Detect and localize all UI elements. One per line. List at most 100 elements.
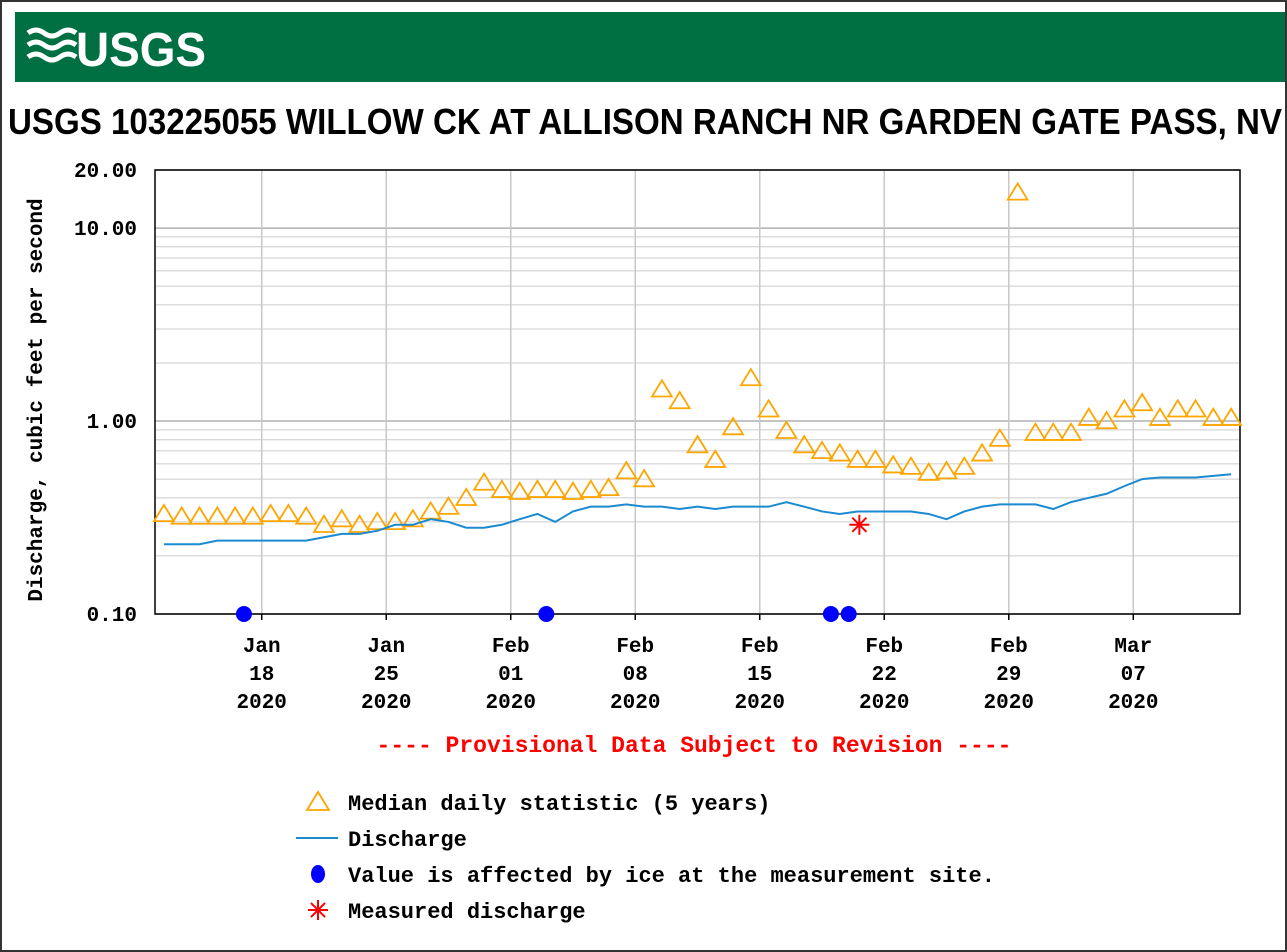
y-tick-label: 20.00 <box>74 161 137 184</box>
plot-border <box>154 169 1241 615</box>
x-tick-label: 29 <box>996 664 1021 687</box>
median-marker <box>668 390 692 410</box>
median-marker <box>508 481 532 500</box>
median-marker <box>1130 392 1154 412</box>
star-marker <box>308 900 328 920</box>
median-marker <box>988 427 1012 447</box>
x-tick-label: 25 <box>374 664 399 687</box>
y-axis-label: Discharge, cubic feet per second <box>26 198 49 601</box>
median-marker <box>454 487 478 506</box>
x-tick-label: Jan <box>243 636 281 659</box>
median-marker <box>828 442 852 462</box>
x-tick-label: 2020 <box>735 692 785 715</box>
median-marker <box>757 398 781 418</box>
median-marker <box>490 479 514 498</box>
x-tick-label: Mar <box>1114 636 1152 659</box>
x-tick-label: Jan <box>367 636 405 659</box>
median-marker <box>525 479 549 498</box>
median-marker <box>1077 407 1101 426</box>
median-marker <box>614 460 638 480</box>
median-marker <box>1148 407 1172 426</box>
median-marker <box>721 416 745 436</box>
ice-marker <box>538 606 555 622</box>
x-tick-label: 2020 <box>984 692 1034 715</box>
median-marker <box>935 460 959 480</box>
median-marker <box>294 505 318 525</box>
x-tick-label: Feb <box>865 636 903 659</box>
median-marker <box>1041 421 1065 441</box>
x-tick-label: Feb <box>990 636 1028 659</box>
legend-symbol <box>311 865 325 883</box>
star-stroke <box>851 516 868 533</box>
ice-marker <box>822 606 839 622</box>
median-marker <box>1219 407 1243 426</box>
x-tick-label: 2020 <box>1108 692 1158 715</box>
y-tick-label: 1.00 <box>87 412 137 435</box>
median-marker <box>383 511 407 531</box>
median-marker <box>436 495 460 515</box>
median-marker <box>846 449 870 468</box>
median-marker <box>774 420 798 439</box>
median-marker <box>472 471 496 491</box>
median-marker <box>312 514 336 533</box>
x-tick-label: 18 <box>249 664 274 687</box>
median-marker <box>1201 407 1225 426</box>
x-tick-label: 22 <box>872 664 897 687</box>
median-marker <box>952 455 976 475</box>
discharge-line <box>163 473 1232 546</box>
x-tick-label: Feb <box>492 636 530 659</box>
median-marker <box>187 505 211 525</box>
median-marker <box>685 434 710 454</box>
x-tick-label: 15 <box>747 664 772 687</box>
ice-marker <box>840 606 857 622</box>
median-marker <box>365 511 389 531</box>
ice-marker <box>235 606 252 622</box>
median-marker <box>703 449 727 468</box>
legend-label: Measured discharge <box>348 900 586 925</box>
median-marker <box>970 442 994 462</box>
chart-title: USGS 103225055 WILLOW CK AT ALLISON RANC… <box>8 101 1282 142</box>
header-bar <box>15 12 1285 82</box>
median-marker <box>1184 398 1208 418</box>
x-tick-label: 2020 <box>361 692 411 715</box>
median-marker <box>1166 398 1190 418</box>
median-marker <box>1023 421 1047 441</box>
y-tick-label: 0.10 <box>87 605 137 628</box>
logo-text: USGS <box>76 24 206 77</box>
x-tick-label: Feb <box>741 636 779 659</box>
x-tick-label: 2020 <box>486 692 536 715</box>
legend-label: Median daily statistic (5 years) <box>348 792 770 817</box>
median-marker <box>170 505 194 525</box>
logo-waves <box>26 27 78 63</box>
x-tick-label: 08 <box>623 664 648 687</box>
median-marker <box>348 514 372 533</box>
x-tick-label: 2020 <box>610 692 660 715</box>
x-tick-label: 01 <box>498 664 523 687</box>
legend-label: Value is affected by ice at the measurem… <box>348 864 995 889</box>
median-marker <box>330 508 354 528</box>
legend-symbol <box>305 790 331 811</box>
median-marker <box>259 503 283 523</box>
median-marker <box>401 508 425 528</box>
median-marker <box>223 505 247 525</box>
median-marker <box>152 503 176 523</box>
median-marker <box>579 479 603 498</box>
median-marker <box>1095 410 1119 430</box>
legend-label: Discharge <box>348 828 467 853</box>
median-marker <box>561 481 585 500</box>
median-marker <box>597 477 621 497</box>
median-marker <box>810 440 834 460</box>
x-tick-label: 2020 <box>237 692 287 715</box>
median-marker <box>881 454 905 474</box>
median-marker <box>1059 421 1083 441</box>
star-marker <box>849 514 870 535</box>
x-tick-label: 07 <box>1121 664 1146 687</box>
star-stroke <box>310 902 326 918</box>
median-marker <box>1006 181 1030 201</box>
annotation: ---- Provisional Data Subject to Revisio… <box>377 733 1012 759</box>
y-tick-label: 10.00 <box>74 219 137 242</box>
median-marker <box>543 479 567 498</box>
x-tick-label: Feb <box>616 636 654 659</box>
